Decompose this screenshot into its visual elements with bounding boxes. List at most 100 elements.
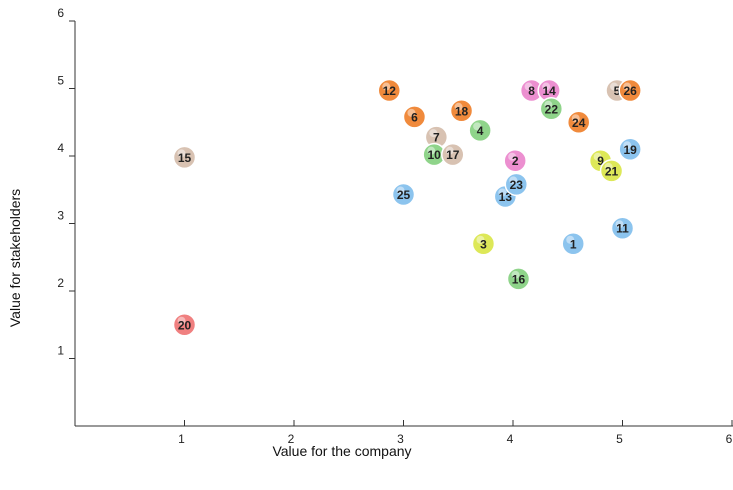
data-point: 23 xyxy=(504,172,529,197)
data-point-marker xyxy=(599,159,624,183)
data-point-highlight xyxy=(610,82,619,91)
data-point-highlight xyxy=(498,188,507,197)
x-tick-label: 3 xyxy=(397,432,404,446)
data-point-marker xyxy=(391,182,416,207)
data-point-label: 8 xyxy=(528,84,535,98)
data-point: 26 xyxy=(618,78,642,103)
data-point-label: 20 xyxy=(178,318,192,332)
data-point-marker xyxy=(561,232,585,256)
data-point-marker xyxy=(503,148,527,173)
data-point-label: 14 xyxy=(542,84,556,98)
data-point-marker xyxy=(539,97,564,121)
data-point-label: 2 xyxy=(512,154,519,168)
data-point-label: 15 xyxy=(178,151,192,165)
data-point-highlight xyxy=(396,186,405,195)
data-point-label: 9 xyxy=(597,154,604,168)
data-point: 24 xyxy=(566,110,591,134)
data-point-highlight xyxy=(511,270,520,279)
data-point-marker xyxy=(506,267,531,291)
data-point-marker xyxy=(504,172,529,197)
y-axis-title: Value for stakeholders xyxy=(7,189,23,327)
data-point-label: 21 xyxy=(605,164,619,178)
data-point-highlight xyxy=(509,176,518,185)
data-point-highlight xyxy=(382,82,391,91)
data-point: 22 xyxy=(539,97,564,121)
data-point: 8 xyxy=(519,78,544,103)
data-point-label: 4 xyxy=(477,124,484,138)
data-point-label: 24 xyxy=(572,116,586,130)
data-point-marker xyxy=(618,137,642,161)
x-axis-title: Value for the company xyxy=(272,443,411,459)
data-point: 16 xyxy=(506,267,531,291)
data-point-highlight xyxy=(407,108,416,117)
data-point-label: 26 xyxy=(623,84,637,98)
data-point-marker xyxy=(566,110,591,134)
data-point-label: 19 xyxy=(623,143,637,157)
data-point-label: 3 xyxy=(480,237,487,251)
x-tick-label: 2 xyxy=(288,432,295,446)
data-point-marker xyxy=(402,105,427,129)
data-point-highlight xyxy=(476,235,485,244)
data-point-label: 17 xyxy=(446,148,460,162)
data-point-marker xyxy=(610,216,635,240)
data-point: 11 xyxy=(610,216,635,240)
data-point-label: 11 xyxy=(616,222,629,236)
data-point-label: 10 xyxy=(427,148,441,162)
data-point-highlight xyxy=(604,162,613,171)
data-point-label: 13 xyxy=(499,190,513,204)
data-point-label: 6 xyxy=(411,110,418,124)
y-tick-label: 4 xyxy=(57,141,64,155)
data-point-marker xyxy=(172,145,197,170)
data-point-highlight xyxy=(524,82,533,91)
data-point-highlight xyxy=(445,146,454,155)
data-point-marker xyxy=(468,118,492,143)
data-points: 1234567891011121314151617181920212223242… xyxy=(172,78,642,337)
data-point-marker xyxy=(471,232,496,256)
data-point-label: 1 xyxy=(570,237,577,251)
data-point: 1 xyxy=(561,232,585,256)
x-tick-label: 1 xyxy=(178,432,185,446)
data-point-highlight xyxy=(593,152,602,161)
y-tick-label: 1 xyxy=(57,344,64,358)
data-point-label: 16 xyxy=(512,272,526,286)
data-point-highlight xyxy=(566,235,575,244)
data-point-highlight xyxy=(544,100,553,109)
data-point-label: 12 xyxy=(383,84,397,98)
data-point-highlight xyxy=(177,149,186,158)
data-point-marker xyxy=(449,99,474,123)
data-point-highlight xyxy=(615,220,624,229)
data-point: 21 xyxy=(599,159,624,183)
y-tick-label: 3 xyxy=(57,209,64,223)
data-point-marker xyxy=(618,78,642,103)
data-point-highlight xyxy=(542,82,551,91)
data-point-label: 22 xyxy=(545,102,559,116)
y-tick-label: 2 xyxy=(57,276,64,290)
data-point-highlight xyxy=(427,146,436,155)
x-tick-label: 6 xyxy=(726,432,733,446)
data-point: 3 xyxy=(471,232,496,256)
y-tick-label: 5 xyxy=(57,74,64,88)
data-point-highlight xyxy=(623,141,632,150)
data-point: 15 xyxy=(172,145,197,170)
data-point-label: 23 xyxy=(510,178,524,192)
x-tick-label: 4 xyxy=(507,432,514,446)
data-point: 12 xyxy=(377,78,402,103)
data-point-highlight xyxy=(454,102,463,111)
data-point-highlight xyxy=(623,82,632,91)
y-tick-label: 6 xyxy=(57,6,64,20)
data-point-highlight xyxy=(571,114,580,123)
data-point-label: 5 xyxy=(614,84,621,98)
data-point: 25 xyxy=(391,182,416,207)
x-ticks: 1 2 3 4 5 6 xyxy=(178,420,733,446)
data-point-highlight xyxy=(473,122,482,131)
data-point-label: 18 xyxy=(455,104,469,118)
data-point-marker xyxy=(441,142,465,167)
data-point: 20 xyxy=(172,313,197,337)
data-point-highlight xyxy=(508,152,517,161)
data-point-label: 7 xyxy=(433,131,440,145)
data-point: 17 xyxy=(441,142,465,167)
data-point-highlight xyxy=(177,316,186,325)
x-tick-label: 5 xyxy=(616,432,623,446)
data-point: 6 xyxy=(402,105,427,129)
data-point-marker xyxy=(377,78,402,103)
